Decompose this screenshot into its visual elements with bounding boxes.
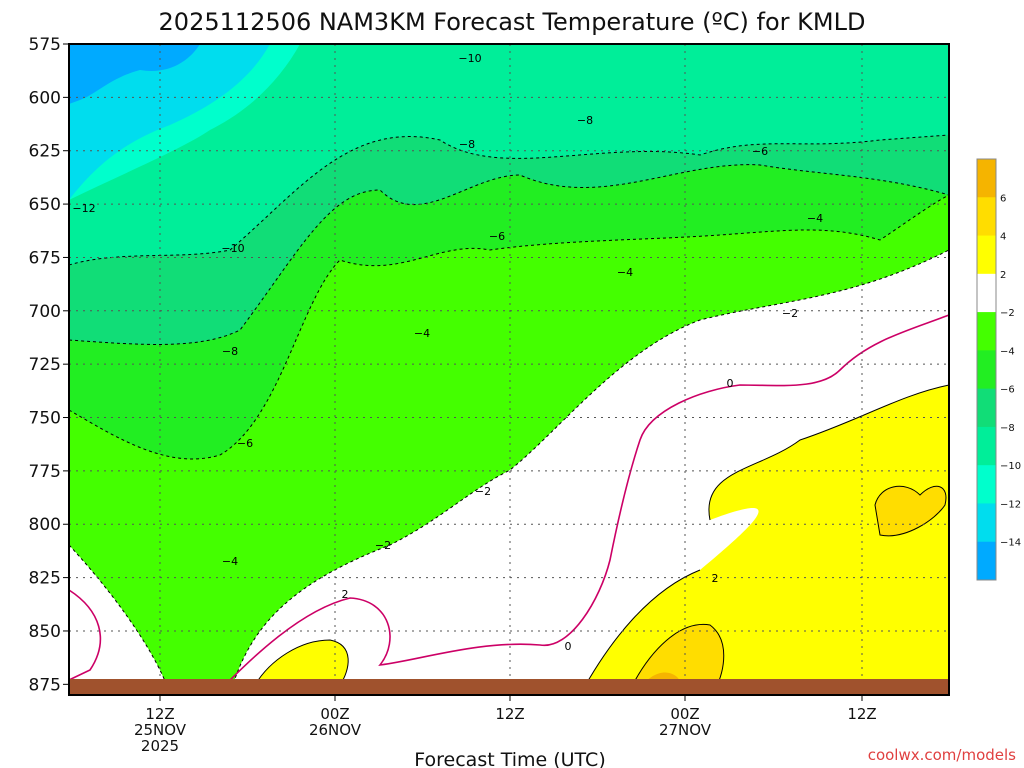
colorbar-label: 2 bbox=[1000, 270, 1006, 281]
y-tick-label: 850 bbox=[29, 622, 61, 642]
colorbar-swatch bbox=[977, 541, 996, 581]
chart-title: 2025112506 NAM3KM Forecast Temperature (… bbox=[159, 8, 866, 36]
contour-label: −8 bbox=[459, 138, 475, 151]
x-tick-label: 27NOV bbox=[659, 721, 712, 739]
contour-label: −8 bbox=[222, 345, 238, 358]
colorbar-swatch bbox=[977, 503, 996, 543]
colorbar-label: −10 bbox=[1000, 461, 1021, 472]
colorbar-swatch bbox=[977, 465, 996, 504]
y-tick-label: 625 bbox=[29, 142, 61, 162]
contour-label: 0 bbox=[565, 640, 572, 653]
y-tick-label: 575 bbox=[29, 35, 61, 55]
colorbar-label: −8 bbox=[1000, 423, 1015, 434]
contour-label: −10 bbox=[458, 52, 481, 65]
contour-label: −6 bbox=[237, 437, 253, 450]
credit-text: coolwx.com/models bbox=[868, 746, 1016, 764]
band-minus14-core bbox=[69, 44, 200, 104]
y-tick-label: 725 bbox=[29, 355, 61, 375]
contour-minus10 bbox=[68, 134, 950, 266]
colorbar-label: 4 bbox=[1000, 232, 1006, 243]
y-tick-label: 700 bbox=[29, 302, 61, 322]
contour-label: −4 bbox=[414, 327, 430, 340]
contour-label: −4 bbox=[807, 212, 823, 225]
contour-plus4-right bbox=[874, 485, 947, 537]
colorbar-swatch bbox=[977, 350, 996, 390]
colorbar-label: −12 bbox=[1000, 499, 1021, 510]
contour-label: −8 bbox=[577, 114, 593, 127]
contour-label: −4 bbox=[222, 555, 238, 568]
colorbar: 6 4 2 −2 −4 −6 −8 −10 −12 −14 bbox=[976, 158, 1021, 581]
band-plus2-small bbox=[255, 640, 349, 685]
contour-label: −12 bbox=[72, 202, 95, 215]
y-tick-label: 875 bbox=[29, 675, 61, 695]
colorbar-label: −6 bbox=[1000, 385, 1015, 396]
colorbar-label: 6 bbox=[1000, 193, 1006, 204]
x-tick-label: 00Z bbox=[670, 705, 699, 723]
contour-zero bbox=[68, 314, 950, 691]
x-tick-label: 12Z bbox=[847, 705, 876, 723]
contour-label: −2 bbox=[375, 539, 391, 552]
plot-area: −12−10−10−8−8−8−6−6−6−4−4−4−4−2−2−222000 bbox=[68, 43, 950, 696]
contour-minus8 bbox=[68, 164, 950, 345]
y-axis: 575 600 625 650 675 700 725 750 775 800 825 850 875 bbox=[29, 35, 69, 695]
contour-label-layer: −12−10−10−8−8−8−6−6−6−4−4−4−4−2−2−222000 bbox=[72, 52, 823, 693]
contour-plus2-small bbox=[254, 639, 349, 686]
x-tick-label: 12Z bbox=[495, 705, 524, 723]
colorbar-swatch bbox=[977, 426, 996, 466]
colorbar-swatch bbox=[977, 235, 996, 275]
contour-label: 2 bbox=[342, 588, 349, 601]
plot-frame bbox=[68, 43, 950, 696]
band-plus4-right bbox=[875, 486, 946, 536]
contour-minus6 bbox=[68, 194, 950, 460]
contour-plus4 bbox=[629, 623, 725, 691]
y-tick-label: 825 bbox=[29, 569, 61, 589]
contour-label: 2 bbox=[712, 572, 719, 585]
contour-lines bbox=[68, 134, 950, 696]
band-minus14 bbox=[69, 44, 270, 200]
colorbar-frame bbox=[976, 158, 997, 581]
contour-label: −6 bbox=[752, 145, 768, 158]
contour-label: −10 bbox=[221, 242, 244, 255]
contour-label: −2 bbox=[475, 485, 491, 498]
x-tick-label: 2025 bbox=[141, 737, 179, 755]
y-tick-label: 800 bbox=[29, 515, 61, 535]
y-tick-label: 675 bbox=[29, 248, 61, 268]
band-plus4 bbox=[630, 624, 724, 690]
x-axis-title: Forecast Time (UTC) bbox=[414, 749, 605, 768]
colorbar-swatch bbox=[977, 273, 996, 313]
colorbar-label: −14 bbox=[1000, 538, 1021, 549]
ground-strip bbox=[69, 679, 949, 695]
y-tick-label: 650 bbox=[29, 195, 61, 215]
x-tick-label: 26NOV bbox=[309, 721, 362, 739]
colorbar-swatch bbox=[977, 388, 996, 428]
y-tick-label: 750 bbox=[29, 409, 61, 429]
filled-contours bbox=[69, 44, 949, 695]
x-tick-label: 25NOV bbox=[134, 721, 187, 739]
colorbar-swatch bbox=[977, 197, 996, 237]
colorbar-swatch bbox=[977, 312, 996, 351]
contour-label: −4 bbox=[617, 266, 633, 279]
band-plus2 bbox=[580, 385, 949, 695]
contour-label: −2 bbox=[782, 307, 798, 320]
contour-label: 0 bbox=[727, 377, 734, 390]
contour-label: −6 bbox=[489, 230, 505, 243]
y-tick-label: 775 bbox=[29, 462, 61, 482]
contour-plus2 bbox=[579, 384, 950, 696]
x-tick-label: 00Z bbox=[320, 705, 349, 723]
colorbar-label: −4 bbox=[1000, 346, 1015, 357]
colorbar-label: −2 bbox=[1000, 308, 1015, 319]
contour-minus2 bbox=[68, 249, 950, 696]
y-tick-label: 600 bbox=[29, 88, 61, 108]
x-tick-label: 12Z bbox=[145, 705, 174, 723]
colorbar-swatch bbox=[977, 159, 996, 198]
